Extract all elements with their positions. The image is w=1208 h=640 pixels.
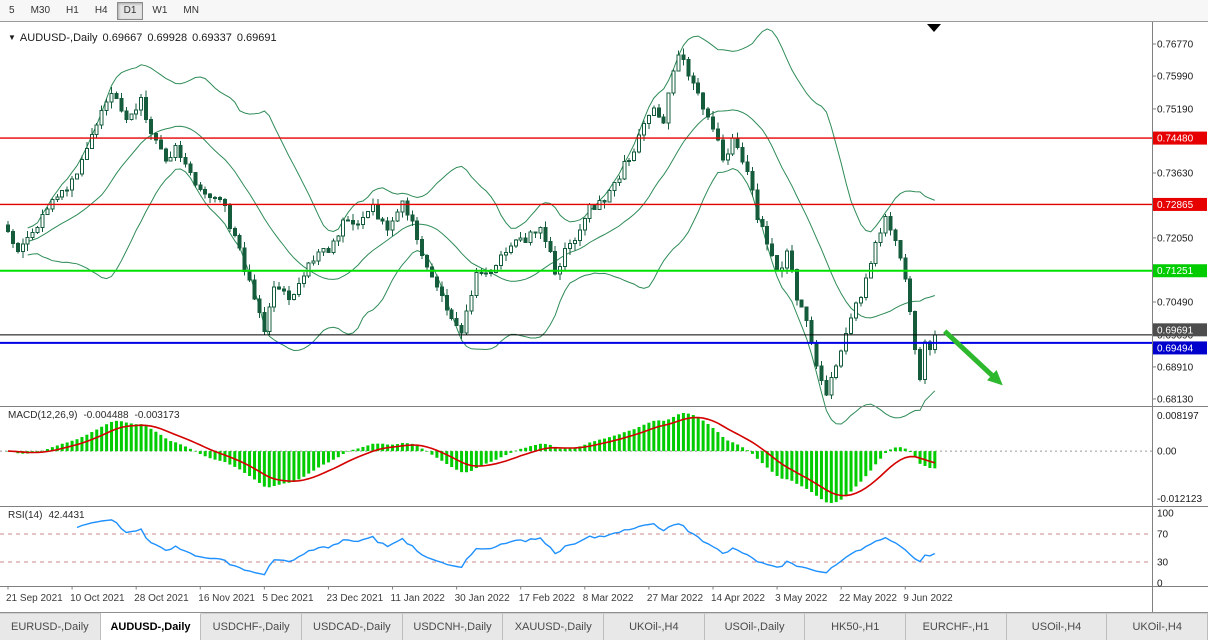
svg-text:0.75190: 0.75190 — [1157, 104, 1194, 115]
chart-tab-USDCHF-Daily[interactable]: USDCHF-,Daily — [201, 613, 303, 640]
svg-text:27 Mar 2022: 27 Mar 2022 — [647, 593, 704, 604]
timeframe-button-M30[interactable]: M30 — [30, 5, 51, 16]
svg-text:14 Apr 2022: 14 Apr 2022 — [711, 593, 765, 604]
chart-end-marker-icon — [927, 24, 941, 32]
chart-tab-USDCAD-Daily[interactable]: USDCAD-,Daily — [302, 613, 403, 640]
chart-tab-AUDUSD-Daily[interactable]: AUDUSD-,Daily — [100, 613, 202, 640]
chart-tab-UKOil-H4[interactable]: UKOil-,H4 — [604, 613, 705, 640]
svg-text:0.72865: 0.72865 — [1157, 200, 1194, 211]
rsi-panel — [0, 519, 1152, 576]
svg-text:0.68130: 0.68130 — [1157, 394, 1194, 405]
svg-text:3 May 2022: 3 May 2022 — [775, 593, 828, 604]
timeframe-toolbar: 5 M30 H1 H4 D1 W1 MN — [0, 0, 1208, 22]
chart-tab-USDCNH-Daily[interactable]: USDCNH-,Daily — [402, 613, 504, 640]
svg-text:0.69691: 0.69691 — [1157, 325, 1194, 336]
svg-text:70: 70 — [1157, 530, 1169, 541]
candles — [6, 48, 937, 400]
svg-text:16 Nov 2021: 16 Nov 2021 — [198, 593, 255, 604]
svg-text:100: 100 — [1157, 509, 1174, 520]
svg-text:0.68910: 0.68910 — [1157, 362, 1194, 373]
svg-text:8 Mar 2022: 8 Mar 2022 — [583, 593, 634, 604]
chart-tab-HK50-H1[interactable]: HK50-,H1 — [805, 613, 907, 640]
rsi-scale[interactable]: 100 70 30 0 — [1157, 509, 1174, 590]
timeframe-button-H4[interactable]: H4 — [94, 5, 108, 16]
svg-text:9 Jun 2022: 9 Jun 2022 — [903, 593, 953, 604]
svg-text:0.75990: 0.75990 — [1157, 72, 1194, 83]
trend-arrow[interactable] — [942, 329, 1003, 386]
svg-text:0.00: 0.00 — [1157, 447, 1177, 458]
svg-text:0.008197: 0.008197 — [1157, 411, 1199, 422]
date-axis[interactable]: 21 Sep 2021 10 Oct 2021 28 Oct 2021 16 Nov … — [6, 586, 953, 605]
svg-text:30: 30 — [1157, 558, 1169, 569]
svg-text:17 Feb 2022: 17 Feb 2022 — [519, 593, 576, 604]
bollinger-bands — [27, 28, 936, 425]
svg-text:0.74480: 0.74480 — [1157, 134, 1194, 145]
svg-text:0.70490: 0.70490 — [1157, 298, 1194, 309]
chart-tabs-bar: EURUSD-,Daily AUDUSD-,Daily USDCHF-,Daily U… — [0, 612, 1208, 640]
timeframe-button-D1[interactable]: D1 — [116, 1, 144, 20]
svg-text:0.69494: 0.69494 — [1157, 343, 1194, 354]
svg-text:0.73630: 0.73630 — [1157, 169, 1194, 180]
svg-text:22 May 2022: 22 May 2022 — [839, 593, 897, 604]
svg-text:21 Sep 2021: 21 Sep 2021 — [6, 593, 63, 604]
svg-text:0: 0 — [1157, 579, 1163, 590]
svg-text:-0.012123: -0.012123 — [1157, 494, 1202, 505]
timeframe-button-5[interactable]: 5 — [9, 5, 15, 16]
timeframe-button-MN[interactable]: MN — [183, 5, 199, 16]
timeframe-button-W1[interactable]: W1 — [152, 5, 168, 16]
svg-text:0.72050: 0.72050 — [1157, 233, 1194, 244]
chart-tab-XAUUSD-Daily[interactable]: XAUUSD-,Daily — [503, 613, 605, 640]
macd-scale[interactable]: 0.008197 0.00 -0.012123 — [1157, 411, 1202, 505]
chart-tab-EURUSD-Daily[interactable]: EURUSD-,Daily — [0, 613, 101, 640]
svg-text:30 Jan 2022: 30 Jan 2022 — [455, 593, 510, 604]
svg-text:23 Dec 2021: 23 Dec 2021 — [326, 593, 383, 604]
chart-tab-UKOil-H4[interactable]: UKOil-,H4 — [1107, 613, 1208, 640]
timeframe-button-H1[interactable]: H1 — [66, 5, 79, 16]
svg-text:28 Oct 2021: 28 Oct 2021 — [134, 593, 189, 604]
svg-text:5 Dec 2021: 5 Dec 2021 — [262, 593, 314, 604]
svg-text:11 Jan 2022: 11 Jan 2022 — [391, 593, 446, 604]
chart-tab-USOil-H4[interactable]: USOil-,H4 — [1006, 613, 1108, 640]
svg-text:0.76770: 0.76770 — [1157, 40, 1194, 51]
panel-separators — [0, 22, 1208, 612]
macd-panel — [0, 413, 1152, 503]
svg-text:10 Oct 2021: 10 Oct 2021 — [70, 593, 125, 604]
price-scale[interactable]: 0.767700.759900.751900.744100.736300.728… — [1152, 40, 1207, 406]
svg-text:0.71251: 0.71251 — [1157, 266, 1194, 277]
chart-canvas[interactable]: 0.767700.759900.751900.744100.736300.728… — [0, 22, 1208, 612]
chart-tab-USOil-Daily[interactable]: USOil-,Daily — [704, 613, 806, 640]
chart-tab-EURCHF-H1[interactable]: EURCHF-,H1 — [906, 613, 1007, 640]
